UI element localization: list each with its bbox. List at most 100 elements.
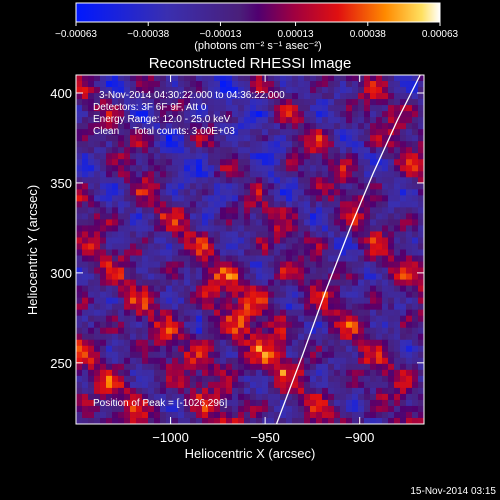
heatmap-cell <box>130 75 137 82</box>
heatmap-cell <box>256 75 263 82</box>
heatmap-cell <box>352 285 359 293</box>
heatmap-cell <box>322 93 329 100</box>
heatmap-cell <box>154 201 161 208</box>
heatmap-cell <box>124 255 131 263</box>
heatmap-cell <box>250 255 257 263</box>
heatmap-cell <box>118 297 125 305</box>
heatmap-cell <box>388 285 395 293</box>
heatmap-cell <box>394 111 401 118</box>
heatmap-cell <box>160 237 167 245</box>
heatmap-cell <box>280 255 287 263</box>
heatmap-cell <box>370 159 377 166</box>
heatmap-cell <box>256 291 263 299</box>
heatmap-cell <box>226 189 233 196</box>
heatmap-cell <box>316 345 323 353</box>
heatmap-cell <box>154 249 161 257</box>
heatmap-cell <box>100 129 107 136</box>
heatmap-cell <box>184 393 191 401</box>
heatmap-cell <box>124 321 131 329</box>
heatmap-cell <box>130 165 137 172</box>
heatmap-cell <box>406 159 413 166</box>
heatmap-cell <box>262 273 269 281</box>
heatmap-cell <box>358 291 365 299</box>
heatmap-cell <box>346 399 353 407</box>
heatmap-cell <box>370 243 377 251</box>
heatmap-cell <box>130 249 137 257</box>
heatmap-cell <box>184 381 191 389</box>
heatmap-cell <box>340 261 347 269</box>
heatmap-cell <box>394 225 401 233</box>
heatmap-cell <box>340 177 347 184</box>
heatmap-cell <box>124 153 131 160</box>
heatmap-cell <box>238 393 245 401</box>
heatmap-cell <box>220 363 227 371</box>
heatmap-cell <box>394 411 401 419</box>
heatmap-cell <box>370 201 377 208</box>
heatmap-cell <box>178 75 185 82</box>
heatmap-cell <box>220 249 227 257</box>
heatmap-cell <box>106 105 113 112</box>
heatmap-cell <box>232 261 239 269</box>
heatmap-cell <box>136 129 143 136</box>
heatmap-cell <box>214 333 221 341</box>
heatmap-cell <box>148 213 155 221</box>
heatmap-cell <box>94 189 101 196</box>
heatmap-cell <box>100 363 107 371</box>
heatmap-cell <box>184 387 191 395</box>
heatmap-cell <box>94 243 101 251</box>
heatmap-cell <box>394 351 401 359</box>
heatmap-cell <box>388 189 395 196</box>
heatmap-cell <box>232 267 239 275</box>
heatmap-cell <box>118 159 125 166</box>
heatmap-cell <box>178 309 185 317</box>
heatmap-cell <box>268 243 275 251</box>
heatmap-cell <box>232 339 239 347</box>
heatmap-cell <box>286 237 293 245</box>
heatmap-cell <box>286 111 293 118</box>
heatmap-cell <box>178 189 185 196</box>
heatmap-cell <box>184 369 191 377</box>
heatmap-cell <box>388 87 395 94</box>
heatmap-cell <box>166 225 173 233</box>
heatmap-cell <box>268 327 275 335</box>
heatmap-cell <box>226 381 233 389</box>
heatmap-cell <box>130 285 137 293</box>
heatmap-cell <box>202 285 209 293</box>
heatmap-cell <box>316 219 323 227</box>
heatmap-cell <box>400 159 407 166</box>
heatmap-cell <box>346 255 353 263</box>
heatmap-cell <box>142 99 149 106</box>
heatmap-cell <box>298 267 305 275</box>
heatmap-cell <box>328 219 335 227</box>
heatmap-cell <box>226 339 233 347</box>
heatmap-cell <box>358 255 365 263</box>
heatmap-cell <box>406 129 413 136</box>
heatmap-cell <box>292 123 299 130</box>
heatmap-cell <box>394 363 401 371</box>
heatmap-cell <box>406 165 413 172</box>
heatmap-cell <box>400 195 407 202</box>
heatmap-cell <box>358 183 365 190</box>
heatmap-cell <box>208 201 215 208</box>
heatmap-cell <box>238 369 245 377</box>
heatmap-cell <box>322 375 329 383</box>
heatmap-cell <box>280 123 287 130</box>
heatmap-cell <box>370 255 377 263</box>
heatmap-cell <box>364 249 371 257</box>
heatmap-cell <box>316 81 323 88</box>
heatmap-cell <box>394 345 401 353</box>
heatmap-cell <box>292 159 299 166</box>
heatmap-cell <box>244 129 251 136</box>
heatmap-cell <box>94 81 101 88</box>
heatmap-cell <box>232 225 239 233</box>
heatmap-cell <box>388 141 395 148</box>
heatmap-cell <box>382 375 389 383</box>
heatmap-cell <box>226 279 233 287</box>
heatmap-cell <box>208 375 215 383</box>
heatmap-cell <box>340 219 347 227</box>
heatmap-cell <box>208 183 215 190</box>
heatmap-cell <box>310 195 317 202</box>
heatmap-cell <box>268 399 275 407</box>
heatmap-cell <box>382 183 389 190</box>
heatmap-cell <box>298 189 305 196</box>
